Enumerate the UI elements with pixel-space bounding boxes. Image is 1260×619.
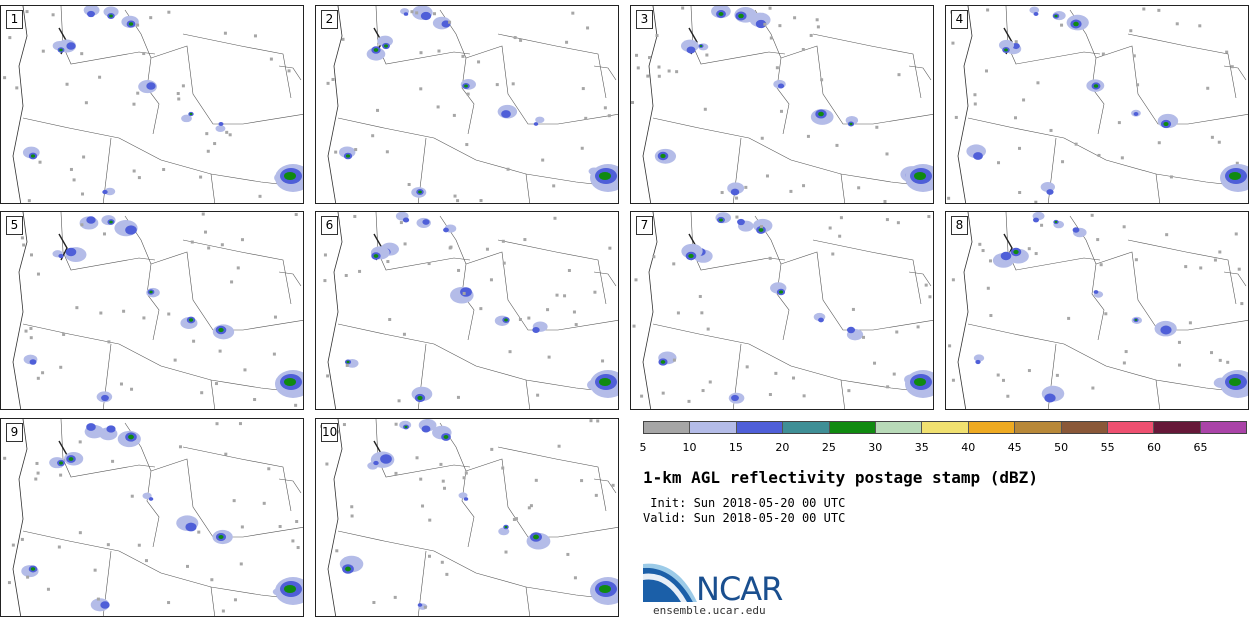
reflectivity-map xyxy=(3,6,303,203)
colorbar-segment xyxy=(1200,422,1247,433)
colorbar-tick-label: 45 xyxy=(1007,441,1022,454)
colorbar-tick-label: 40 xyxy=(961,441,976,454)
panel-label: 5 xyxy=(6,216,23,235)
reflectivity-map xyxy=(320,419,618,616)
init-time: Init: Sun 2018-05-20 00 UTC xyxy=(643,496,846,510)
figure-title: 1-km AGL reflectivity postage stamp (dBZ… xyxy=(643,468,1038,487)
logo-url: ensemble.ucar.edu xyxy=(653,604,766,617)
reflectivity-map xyxy=(632,212,933,409)
reflectivity-map xyxy=(323,212,618,409)
colorbar-tick-label: 25 xyxy=(821,441,836,454)
colorbar-tick-label: 20 xyxy=(775,441,790,454)
colorbar-segment xyxy=(922,422,969,433)
ncar-logo-text: NCAR xyxy=(696,570,783,608)
panel-label: 4 xyxy=(951,10,968,29)
reflectivity-map xyxy=(326,6,618,203)
colorbar-segment xyxy=(1061,422,1108,433)
colorbar-tick-label: 50 xyxy=(1054,441,1069,454)
valid-time: Valid: Sun 2018-05-20 00 UTC xyxy=(643,511,846,525)
panel-label: 1 xyxy=(6,10,23,29)
colorbar-tick-label: 65 xyxy=(1193,441,1208,454)
reflectivity-map xyxy=(631,6,933,203)
colorbar-segment xyxy=(829,422,876,433)
map-panel: 8 xyxy=(945,211,1249,410)
reflectivity-map xyxy=(3,419,303,616)
colorbar-tick-label: 55 xyxy=(1100,441,1115,454)
map-panel: 2 xyxy=(315,5,619,204)
reflectivity-map xyxy=(12,212,303,409)
colorbar-segment xyxy=(783,422,830,433)
colorbar-ticks: 5 10 15 20 25 30 35 40 45 50 55 60 65 xyxy=(639,441,1247,455)
ncar-logo-icon xyxy=(643,563,697,602)
colorbar-segment xyxy=(1015,422,1062,433)
map-panel: 7 xyxy=(630,211,934,410)
map-panel: 3 xyxy=(630,5,934,204)
reflectivity-map xyxy=(947,6,1248,203)
colorbar-segment xyxy=(644,422,691,433)
colorbar-segment xyxy=(875,422,923,433)
map-panel: 9 xyxy=(0,418,304,617)
colorbar-segment xyxy=(1107,422,1155,433)
colorbar-tick-label: 60 xyxy=(1147,441,1162,454)
colorbar-tick-label: 35 xyxy=(914,441,929,454)
panel-label: 3 xyxy=(636,10,653,29)
map-panel: 5 xyxy=(0,211,304,410)
colorbar-segment xyxy=(968,422,1016,433)
panel-label: 10 xyxy=(321,423,338,442)
map-panel: 4 xyxy=(945,5,1249,204)
panel-label: 8 xyxy=(951,216,968,235)
colorbar-tick-label: 10 xyxy=(682,441,697,454)
panel-label: 7 xyxy=(636,216,653,235)
map-panel: 1 xyxy=(0,5,304,204)
map-panel: 10 xyxy=(315,418,619,617)
panel-label: 9 xyxy=(6,423,23,442)
reflectivity-map xyxy=(948,212,1248,409)
colorbar-tick-label: 5 xyxy=(639,441,647,454)
panel-label: 2 xyxy=(321,10,338,29)
panel-label: 6 xyxy=(321,216,338,235)
colorbar xyxy=(643,421,1247,434)
colorbar-segment xyxy=(690,422,737,433)
colorbar-tick-label: 15 xyxy=(728,441,743,454)
colorbar-segment xyxy=(1154,422,1201,433)
map-panel: 6 xyxy=(315,211,619,410)
colorbar-tick-label: 30 xyxy=(868,441,883,454)
colorbar-segment xyxy=(736,422,784,433)
